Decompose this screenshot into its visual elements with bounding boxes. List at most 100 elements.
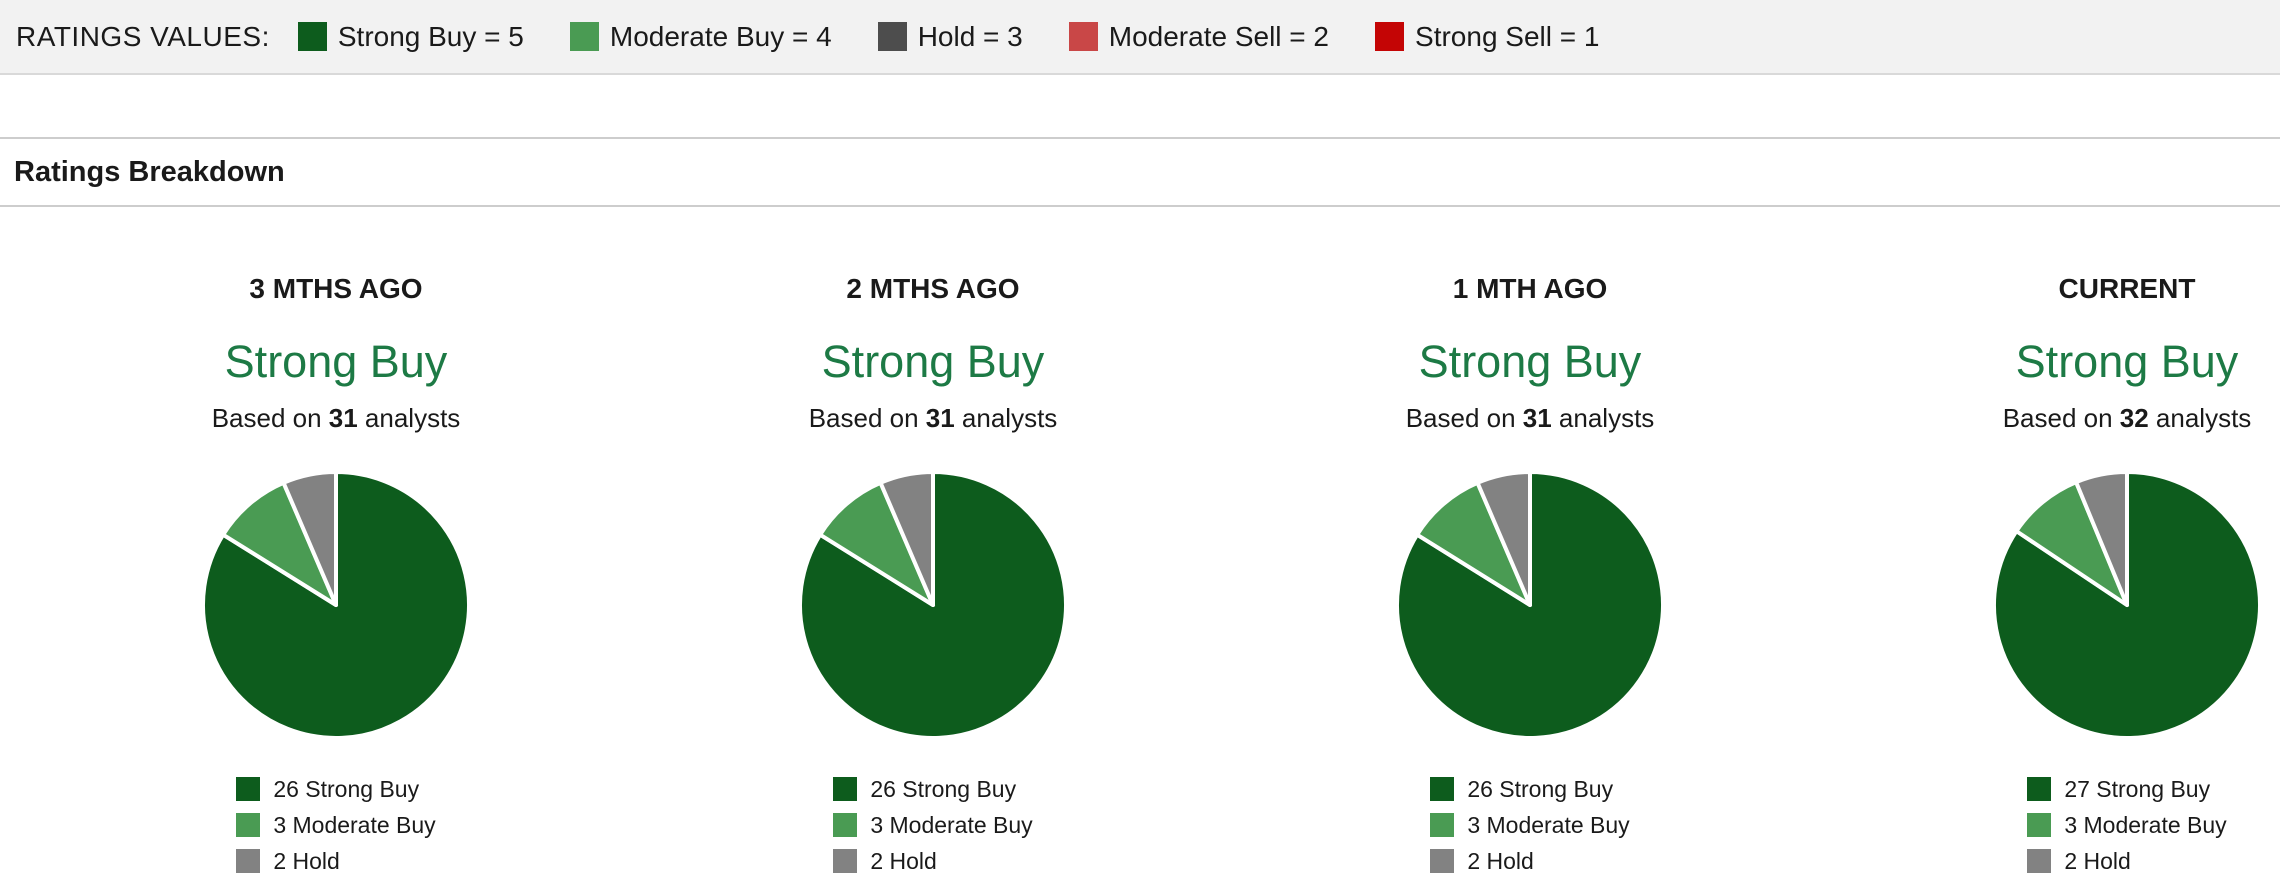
ratings-key-strong-buy: Strong Buy = 5 (297, 20, 524, 53)
rating-column-2-mths-ago: 2 MTHS AGO Strong Buy Based on 31 analys… (783, 207, 1083, 883)
legend-item: 2 Hold (2027, 847, 2226, 875)
pie-legend: 27 Strong Buy 3 Moderate Buy 2 Hold (2027, 775, 2227, 875)
analyst-count: 31 (925, 403, 955, 433)
based-on-suffix: analysts (357, 403, 461, 433)
legend-label: 2 Hold (1467, 847, 1534, 874)
legend-item: 27 Strong Buy (2027, 775, 2226, 803)
legend-swatch-strong-buy (833, 777, 858, 801)
pie-svg (201, 470, 471, 740)
ratings-key-label: Hold = 3 (917, 20, 1023, 52)
consensus-rating: Strong Buy (224, 336, 448, 387)
pie-legend: 26 Strong Buy 3 Moderate Buy 2 Hold (1430, 775, 1630, 875)
legend-swatch-moderate-buy (1430, 813, 1455, 837)
based-on-suffix: analysts (1551, 403, 1655, 433)
ratings-key-moderate-buy: Moderate Buy = 4 (569, 20, 832, 53)
legend-swatch-strong-buy (2027, 777, 2052, 801)
pie-svg (798, 470, 1068, 740)
legend-label: 26 Strong Buy (273, 775, 420, 802)
legend-label: 3 Moderate Buy (273, 811, 436, 838)
consensus-rating: Strong Buy (1418, 336, 1642, 387)
ratings-values-label: RATINGS VALUES: (16, 20, 270, 52)
legend-swatch-hold (2027, 849, 2052, 873)
ratings-pie-chart (795, 467, 1071, 743)
based-on-suffix: analysts (2148, 403, 2252, 433)
based-on-prefix: Based on (211, 403, 329, 433)
legend-label: 2 Hold (2064, 847, 2131, 874)
based-on-prefix: Based on (2002, 403, 2120, 433)
legend-swatch-moderate-buy (236, 813, 261, 837)
pie-slice-hold (878, 470, 935, 607)
legend-item: 3 Moderate Buy (1430, 811, 1630, 839)
legend-label: 27 Strong Buy (2064, 775, 2211, 802)
analyst-count-line: Based on 32 analysts (1977, 402, 2277, 434)
legend-swatch-strong-buy (236, 777, 261, 801)
legend-item: 2 Hold (236, 847, 435, 875)
pie-svg (1992, 470, 2262, 740)
period-label: 1 MTH AGO (1452, 273, 1608, 304)
legend-swatch-strong-buy (1430, 777, 1455, 801)
analyst-count: 31 (328, 403, 358, 433)
rating-column-current: CURRENT Strong Buy Based on 32 analysts … (1977, 207, 2277, 883)
analyst-count-line: Based on 31 analysts (783, 402, 1083, 434)
section-title: Ratings Breakdown (14, 156, 285, 188)
based-on-prefix: Based on (808, 403, 926, 433)
pie-slice-hold (281, 470, 338, 607)
period-label: 2 MTHS AGO (846, 273, 1020, 304)
consensus-rating: Strong Buy (2015, 336, 2239, 387)
analyst-count-line: Based on 31 analysts (186, 402, 486, 434)
ratings-pie-chart (1989, 467, 2265, 743)
ratings-key-strong-sell: Strong Sell = 1 (1375, 21, 1599, 53)
ratings-key-moderate-sell: Moderate Sell = 2 (1068, 20, 1330, 53)
ratings-key-label: Moderate Buy = 4 (609, 20, 832, 52)
period-label: CURRENT (2058, 273, 2196, 304)
ratings-breakdown-columns: 3 MTHS AGO Strong Buy Based on 31 analys… (0, 207, 2280, 883)
moderate-buy-swatch (569, 22, 599, 51)
pie-legend: 26 Strong Buy 3 Moderate Buy 2 Hold (833, 775, 1033, 875)
legend-label: 3 Moderate Buy (1467, 811, 1630, 838)
rating-column-3-mths-ago: 3 MTHS AGO Strong Buy Based on 31 analys… (186, 207, 486, 883)
pie-slice-hold (1475, 470, 1532, 607)
legend-label: 26 Strong Buy (1467, 775, 1614, 802)
ratings-pie-chart (198, 467, 474, 743)
legend-label: 2 Hold (870, 847, 937, 874)
legend-label: 26 Strong Buy (870, 775, 1017, 802)
legend-label: 3 Moderate Buy (2064, 811, 2227, 838)
analyst-count: 32 (2119, 403, 2149, 433)
analyst-count-line: Based on 31 analysts (1380, 402, 1680, 434)
ratings-key-label: Strong Buy = 5 (337, 20, 524, 52)
rating-column-1-mth-ago: 1 MTH AGO Strong Buy Based on 31 analyst… (1380, 207, 1680, 883)
moderate-sell-swatch (1068, 22, 1098, 51)
legend-label: 2 Hold (273, 847, 340, 874)
legend-swatch-hold (236, 849, 261, 873)
ratings-key-label: Moderate Sell = 2 (1108, 20, 1330, 52)
ratings-values-bar: RATINGS VALUES: Strong Buy = 5 Moderate … (0, 0, 2280, 75)
legend-swatch-moderate-buy (833, 813, 858, 837)
legend-item: 2 Hold (1430, 847, 1629, 875)
pie-svg (1395, 470, 1665, 740)
section-header-band: Ratings Breakdown (0, 137, 2280, 207)
consensus-rating: Strong Buy (821, 336, 1045, 387)
legend-swatch-hold (833, 849, 858, 873)
legend-swatch-hold (1430, 849, 1455, 873)
ratings-key-hold: Hold = 3 (877, 20, 1023, 53)
ratings-pie-chart (1392, 467, 1668, 743)
legend-item: 3 Moderate Buy (833, 811, 1033, 839)
legend-item: 3 Moderate Buy (2027, 811, 2227, 839)
legend-item: 26 Strong Buy (1430, 775, 1629, 803)
legend-swatch-moderate-buy (2027, 813, 2052, 837)
based-on-suffix: analysts (954, 403, 1058, 433)
based-on-prefix: Based on (1405, 403, 1523, 433)
legend-item: 26 Strong Buy (833, 775, 1032, 803)
legend-item: 2 Hold (833, 847, 1032, 875)
pie-legend: 26 Strong Buy 3 Moderate Buy 2 Hold (236, 775, 436, 875)
analyst-count: 31 (1522, 403, 1552, 433)
spacer (0, 75, 2280, 137)
pie-slice-hold (2074, 470, 2129, 607)
strong-buy-swatch (297, 22, 327, 51)
hold-swatch (877, 22, 907, 51)
ratings-key-label: Strong Sell = 1 (1415, 20, 1600, 52)
period-label: 3 MTHS AGO (249, 273, 423, 304)
legend-item: 26 Strong Buy (236, 775, 435, 803)
legend-label: 3 Moderate Buy (870, 811, 1033, 838)
strong-sell-swatch (1375, 22, 1405, 51)
